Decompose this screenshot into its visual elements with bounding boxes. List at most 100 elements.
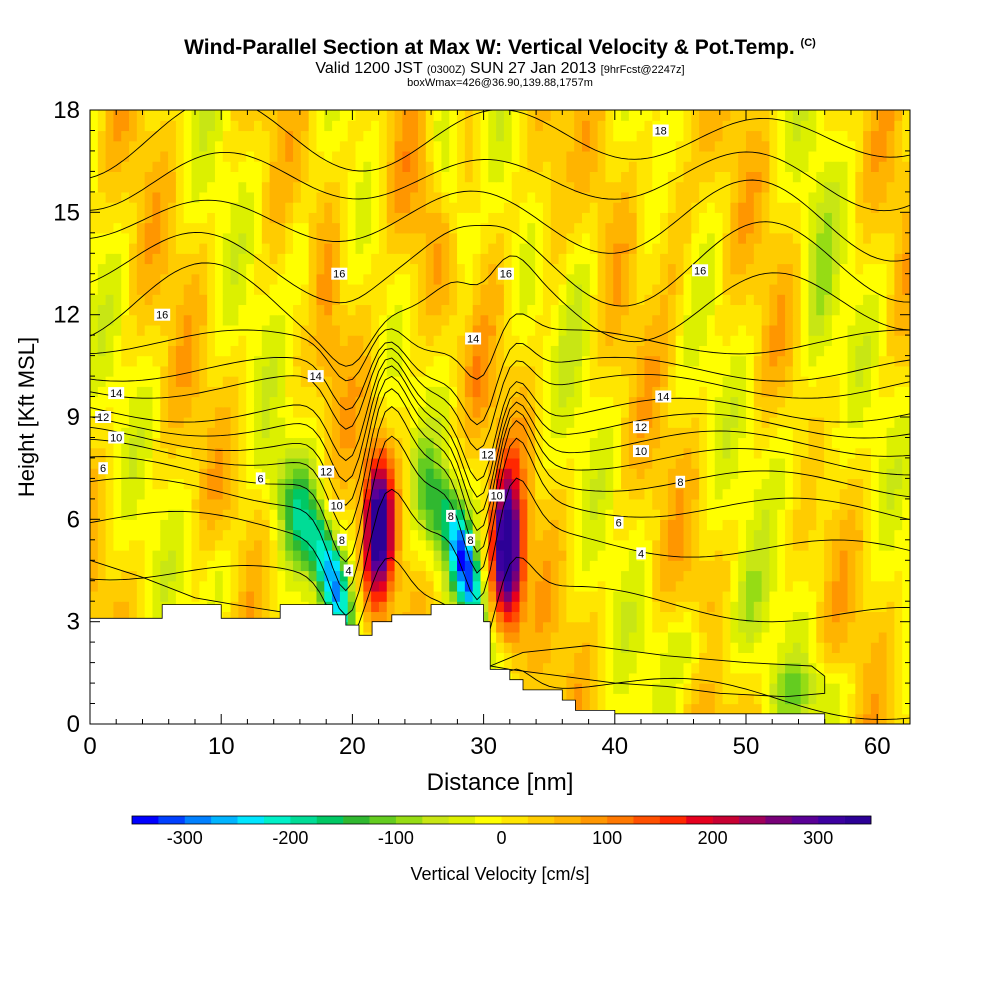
velocity-cell [824,580,833,592]
velocity-cell [769,611,778,623]
velocity-cell [792,672,802,684]
velocity-cell [121,243,130,254]
velocity-cell [363,590,372,602]
velocity-cell [605,396,614,408]
velocity-cell [121,365,130,377]
velocity-cell [347,468,357,479]
velocity-cell [129,488,138,500]
velocity-cell [394,529,403,541]
velocity-cell [199,263,208,275]
velocity-cell [480,478,489,490]
velocity-cell [644,519,653,531]
velocity-cell [371,335,380,346]
velocity-cell [488,273,497,285]
velocity-cell [660,478,669,490]
velocity-cell [691,396,700,408]
velocity-cell [574,457,583,469]
velocity-cell [511,457,521,469]
velocity-cell [207,580,216,592]
velocity-cell [714,335,724,346]
velocity-cell [777,488,786,500]
velocity-cell [425,304,435,316]
velocity-cell [136,386,146,398]
velocity-cell [230,498,239,510]
velocity-cell [769,365,778,377]
velocity-cell [792,621,802,633]
velocity-cell [121,253,130,265]
velocity-cell [824,488,833,500]
velocity-cell [831,580,841,592]
velocity-cell [535,263,544,275]
velocity-cell [894,693,903,705]
velocity-cell [238,509,247,520]
velocity-cell [722,488,731,500]
velocity-cell [746,396,755,408]
velocity-cell [808,580,817,592]
velocity-cell [582,355,591,367]
velocity-cell [863,396,872,408]
velocity-cell [644,529,653,541]
velocity-cell [199,232,208,244]
velocity-cell [480,294,489,306]
velocity-cell [722,345,731,357]
velocity-cell [722,304,731,316]
velocity-cell [628,642,638,653]
velocity-cell [207,243,216,254]
velocity-cell [777,386,786,398]
velocity-cell [168,560,177,572]
velocity-cell [621,376,630,387]
velocity-cell [230,253,239,265]
velocity-cell [97,529,107,541]
velocity-cell [831,498,841,510]
velocity-cell [800,468,810,479]
velocity-cell [667,243,677,254]
velocity-cell [433,314,443,326]
velocity-cell [168,417,177,428]
velocity-cell [785,693,794,705]
velocity-cell [699,304,708,316]
velocity-cell [394,560,403,572]
velocity-cell [449,335,458,346]
velocity-cell [652,365,661,377]
velocity-cell [246,437,255,449]
velocity-cell [527,283,536,295]
velocity-cell [870,263,880,275]
velocity-cell [535,601,544,613]
velocity-cell [238,611,247,623]
velocity-cell [785,570,794,582]
velocity-cell [324,529,333,541]
velocity-cell [894,386,903,398]
velocity-cell [97,253,107,265]
velocity-cell [660,488,669,500]
velocity-cell [90,478,99,490]
velocity-cell [480,488,489,500]
velocity-cell [488,253,497,265]
velocity-cell [855,406,864,418]
velocity-cell [254,386,263,398]
velocity-cell [878,498,888,510]
velocity-cell [706,611,716,623]
velocity-cell [347,314,357,326]
velocity-cell [566,693,575,705]
velocity-cell [269,304,279,316]
velocity-cell [675,273,685,285]
velocity-cell [308,417,318,428]
velocity-cell [878,376,888,387]
velocity-cell [324,509,333,520]
velocity-cell [503,509,513,520]
velocity-cell [511,519,521,531]
velocity-cell [636,335,646,346]
velocity-cell [597,468,607,479]
velocity-cell [628,652,638,664]
velocity-cell [730,590,739,602]
velocity-cell [621,294,630,306]
velocity-cell [511,253,521,265]
velocity-cell [652,509,661,520]
velocity-cell [121,488,130,500]
velocity-cell [667,437,677,449]
velocity-cell [97,294,107,306]
velocity-cell [824,324,833,336]
velocity-cell [433,529,443,541]
velocity-cell [636,304,646,316]
velocity-cell [675,550,685,561]
